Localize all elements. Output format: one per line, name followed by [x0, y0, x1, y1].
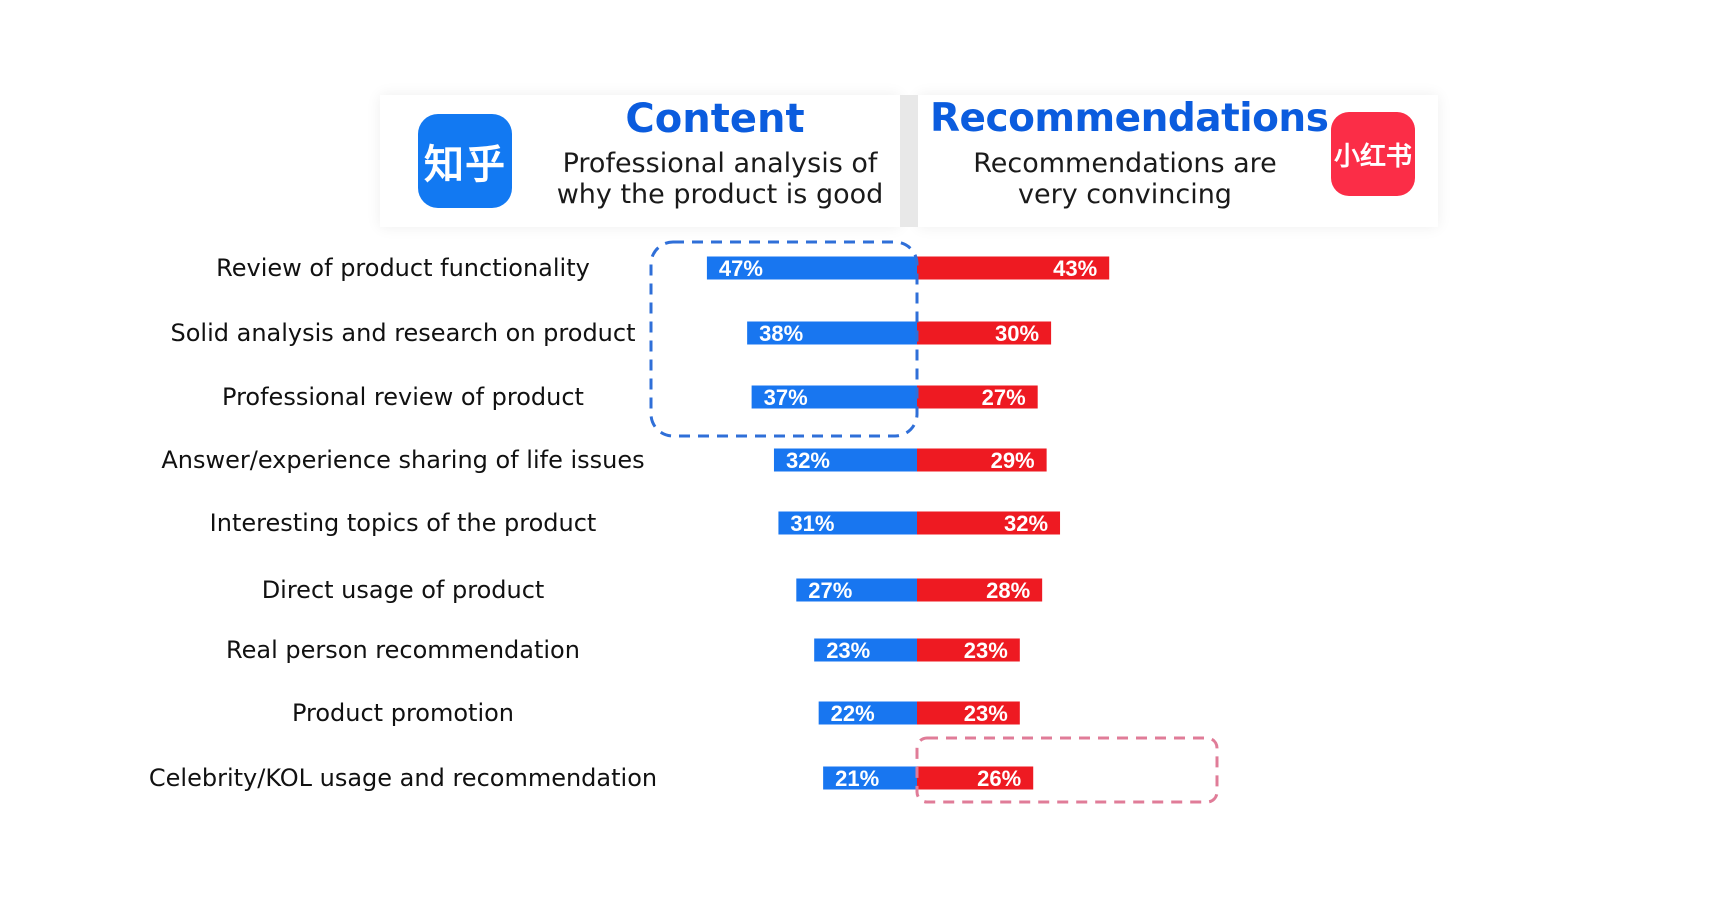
- left-header-subtitle-line1: Professional analysis of: [562, 148, 878, 179]
- right-bar: [917, 256, 1110, 280]
- category-label: Answer/experience sharing of life issues: [161, 446, 644, 474]
- left-bar-value-label: 38%: [759, 321, 803, 346]
- left-bar-value-label: 23%: [826, 638, 870, 663]
- category-label: Product promotion: [292, 699, 514, 727]
- xiaohongshu-logo-text: 小红书: [1333, 141, 1412, 172]
- left-bar-value-label: 22%: [831, 701, 875, 726]
- left-bar: [706, 256, 917, 280]
- right-bar-value-label: 28%: [986, 578, 1030, 603]
- left-bar-value-label: 47%: [719, 256, 763, 281]
- right-header-title: Recommendations: [930, 96, 1329, 141]
- right-bar-value-label: 23%: [964, 701, 1008, 726]
- right-header-subtitle-line2: very convincing: [1018, 179, 1232, 210]
- xiaohongshu-logo-icon: 小红书: [1331, 112, 1415, 196]
- left-bar: [796, 578, 917, 602]
- right-bar: [917, 766, 1034, 790]
- right-bar: [917, 701, 1020, 725]
- left-bar-value-label: 32%: [786, 448, 830, 473]
- left-bar-value-label: 21%: [835, 766, 879, 791]
- right-bar: [917, 321, 1052, 345]
- right-bar-value-label: 29%: [991, 448, 1035, 473]
- left-bar: [818, 701, 917, 725]
- right-header-subtitle-line1: Recommendations are: [973, 148, 1277, 179]
- left-bar: [823, 766, 917, 790]
- right-bar-value-label: 23%: [964, 638, 1008, 663]
- category-label: Interesting topics of the product: [210, 509, 597, 537]
- left-bar: [747, 321, 917, 345]
- category-label: Professional review of product: [222, 383, 584, 411]
- left-bar-value-label: 31%: [790, 511, 834, 536]
- left-bar: [814, 638, 917, 662]
- right-highlight-box: [915, 736, 1219, 804]
- left-bar-value-label: 37%: [764, 385, 808, 410]
- right-bar-value-label: 32%: [1004, 511, 1048, 536]
- left-bar: [751, 385, 917, 409]
- left-bar: [778, 511, 917, 535]
- right-bar-value-label: 26%: [977, 766, 1021, 791]
- zhihu-logo-text: 知乎: [424, 142, 506, 188]
- left-bar-value-label: 27%: [808, 578, 852, 603]
- category-label: Direct usage of product: [262, 576, 545, 604]
- right-bar-value-label: 30%: [995, 321, 1039, 346]
- left-highlight-box: [649, 240, 919, 438]
- left-bar: [773, 448, 917, 472]
- left-header-title: Content: [625, 96, 805, 142]
- right-bar-value-label: 43%: [1053, 256, 1097, 281]
- left-header-subtitle-line2: why the product is good: [556, 179, 884, 210]
- right-bar-value-label: 27%: [982, 385, 1026, 410]
- category-label: Real person recommendation: [226, 636, 580, 664]
- right-bar: [917, 385, 1038, 409]
- zhihu-logo-icon: 知乎: [418, 114, 512, 208]
- category-label: Solid analysis and research on product: [171, 319, 636, 347]
- header-divider: [900, 95, 918, 227]
- right-bar: [917, 448, 1047, 472]
- right-bar: [917, 638, 1020, 662]
- right-bar: [917, 578, 1043, 602]
- right-bar: [917, 511, 1061, 535]
- category-label: Celebrity/KOL usage and recommendation: [149, 764, 657, 792]
- category-label: Review of product functionality: [216, 254, 590, 282]
